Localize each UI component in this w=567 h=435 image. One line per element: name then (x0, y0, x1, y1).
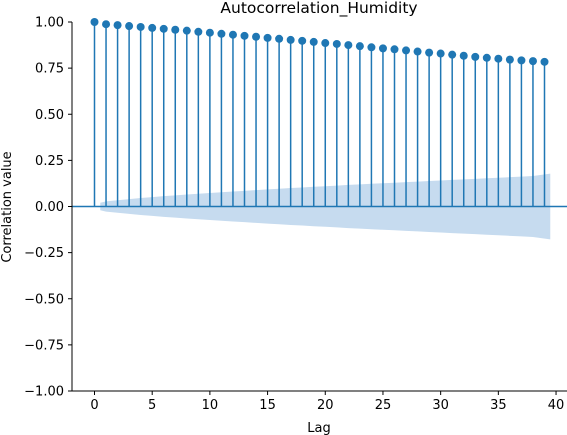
x-tick-label: 20 (317, 398, 334, 413)
marker-lag-11 (217, 29, 226, 38)
y-tick-label: −0.75 (24, 338, 64, 353)
y-tick-label: −0.50 (24, 292, 64, 307)
marker-lag-4 (136, 22, 145, 31)
marker-lag-38 (528, 57, 537, 66)
marker-lag-9 (194, 27, 203, 36)
marker-lag-1 (102, 20, 111, 29)
marker-lag-22 (344, 41, 353, 50)
marker-lag-27 (402, 46, 411, 55)
marker-lag-15 (263, 33, 272, 42)
markers-layer (90, 18, 549, 66)
y-tick-label: 0.00 (35, 200, 64, 215)
marker-lag-6 (159, 24, 168, 33)
marker-lag-24 (367, 43, 376, 52)
marker-lag-28 (413, 47, 422, 56)
ticks-layer: 0 5 10 15 20 25 30 35 40 −1.00 −0.75 −0.50 −0.25 0.00… (24, 16, 564, 414)
marker-lag-30 (436, 49, 445, 58)
marker-lag-19 (309, 37, 318, 46)
marker-lag-18 (298, 36, 307, 45)
y-tick-label: 1.00 (35, 16, 64, 31)
x-tick-label: 35 (490, 398, 507, 413)
x-tick-label: 25 (375, 398, 392, 413)
marker-lag-29 (425, 48, 434, 57)
chart-title: Autocorrelation_Humidity (220, 0, 417, 18)
marker-lag-7 (171, 25, 180, 34)
x-tick-label: 15 (259, 398, 276, 413)
y-axis-title: Correlation value (0, 151, 15, 262)
x-tick-label: 10 (202, 398, 219, 413)
marker-lag-5 (148, 23, 157, 32)
marker-lag-39 (540, 57, 549, 66)
marker-lag-0 (90, 18, 99, 26)
marker-lag-37 (517, 56, 526, 65)
marker-lag-31 (448, 50, 457, 59)
marker-lag-26 (390, 45, 399, 54)
marker-lag-10 (205, 28, 214, 37)
marker-lag-16 (275, 34, 284, 43)
y-tick-label: −0.25 (24, 246, 64, 261)
marker-lag-2 (113, 21, 122, 30)
marker-lag-34 (482, 53, 491, 62)
marker-lag-35 (494, 54, 503, 63)
marker-lag-23 (355, 42, 364, 51)
marker-lag-36 (505, 55, 514, 64)
marker-lag-3 (125, 22, 134, 31)
marker-lag-20 (321, 39, 330, 48)
marker-lag-8 (182, 26, 191, 35)
marker-lag-17 (286, 35, 295, 44)
marker-lag-25 (378, 44, 387, 53)
stems-layer (93, 22, 546, 207)
y-tick-label: 0.50 (35, 108, 64, 123)
marker-lag-32 (459, 51, 468, 60)
marker-lag-33 (471, 52, 480, 61)
x-axis-title: Lag (307, 421, 330, 435)
marker-lag-21 (332, 39, 341, 48)
marker-lag-13 (240, 31, 249, 40)
marker-lag-12 (228, 30, 237, 39)
x-tick-label: 0 (90, 398, 98, 413)
marker-lag-14 (252, 32, 261, 41)
x-tick-label: 30 (432, 398, 449, 413)
x-tick-label: 40 (548, 398, 565, 413)
y-tick-label: −1.00 (24, 385, 64, 400)
y-tick-label: 0.75 (35, 62, 64, 77)
y-tick-label: 0.25 (35, 154, 64, 169)
x-tick-label: 5 (148, 398, 156, 413)
